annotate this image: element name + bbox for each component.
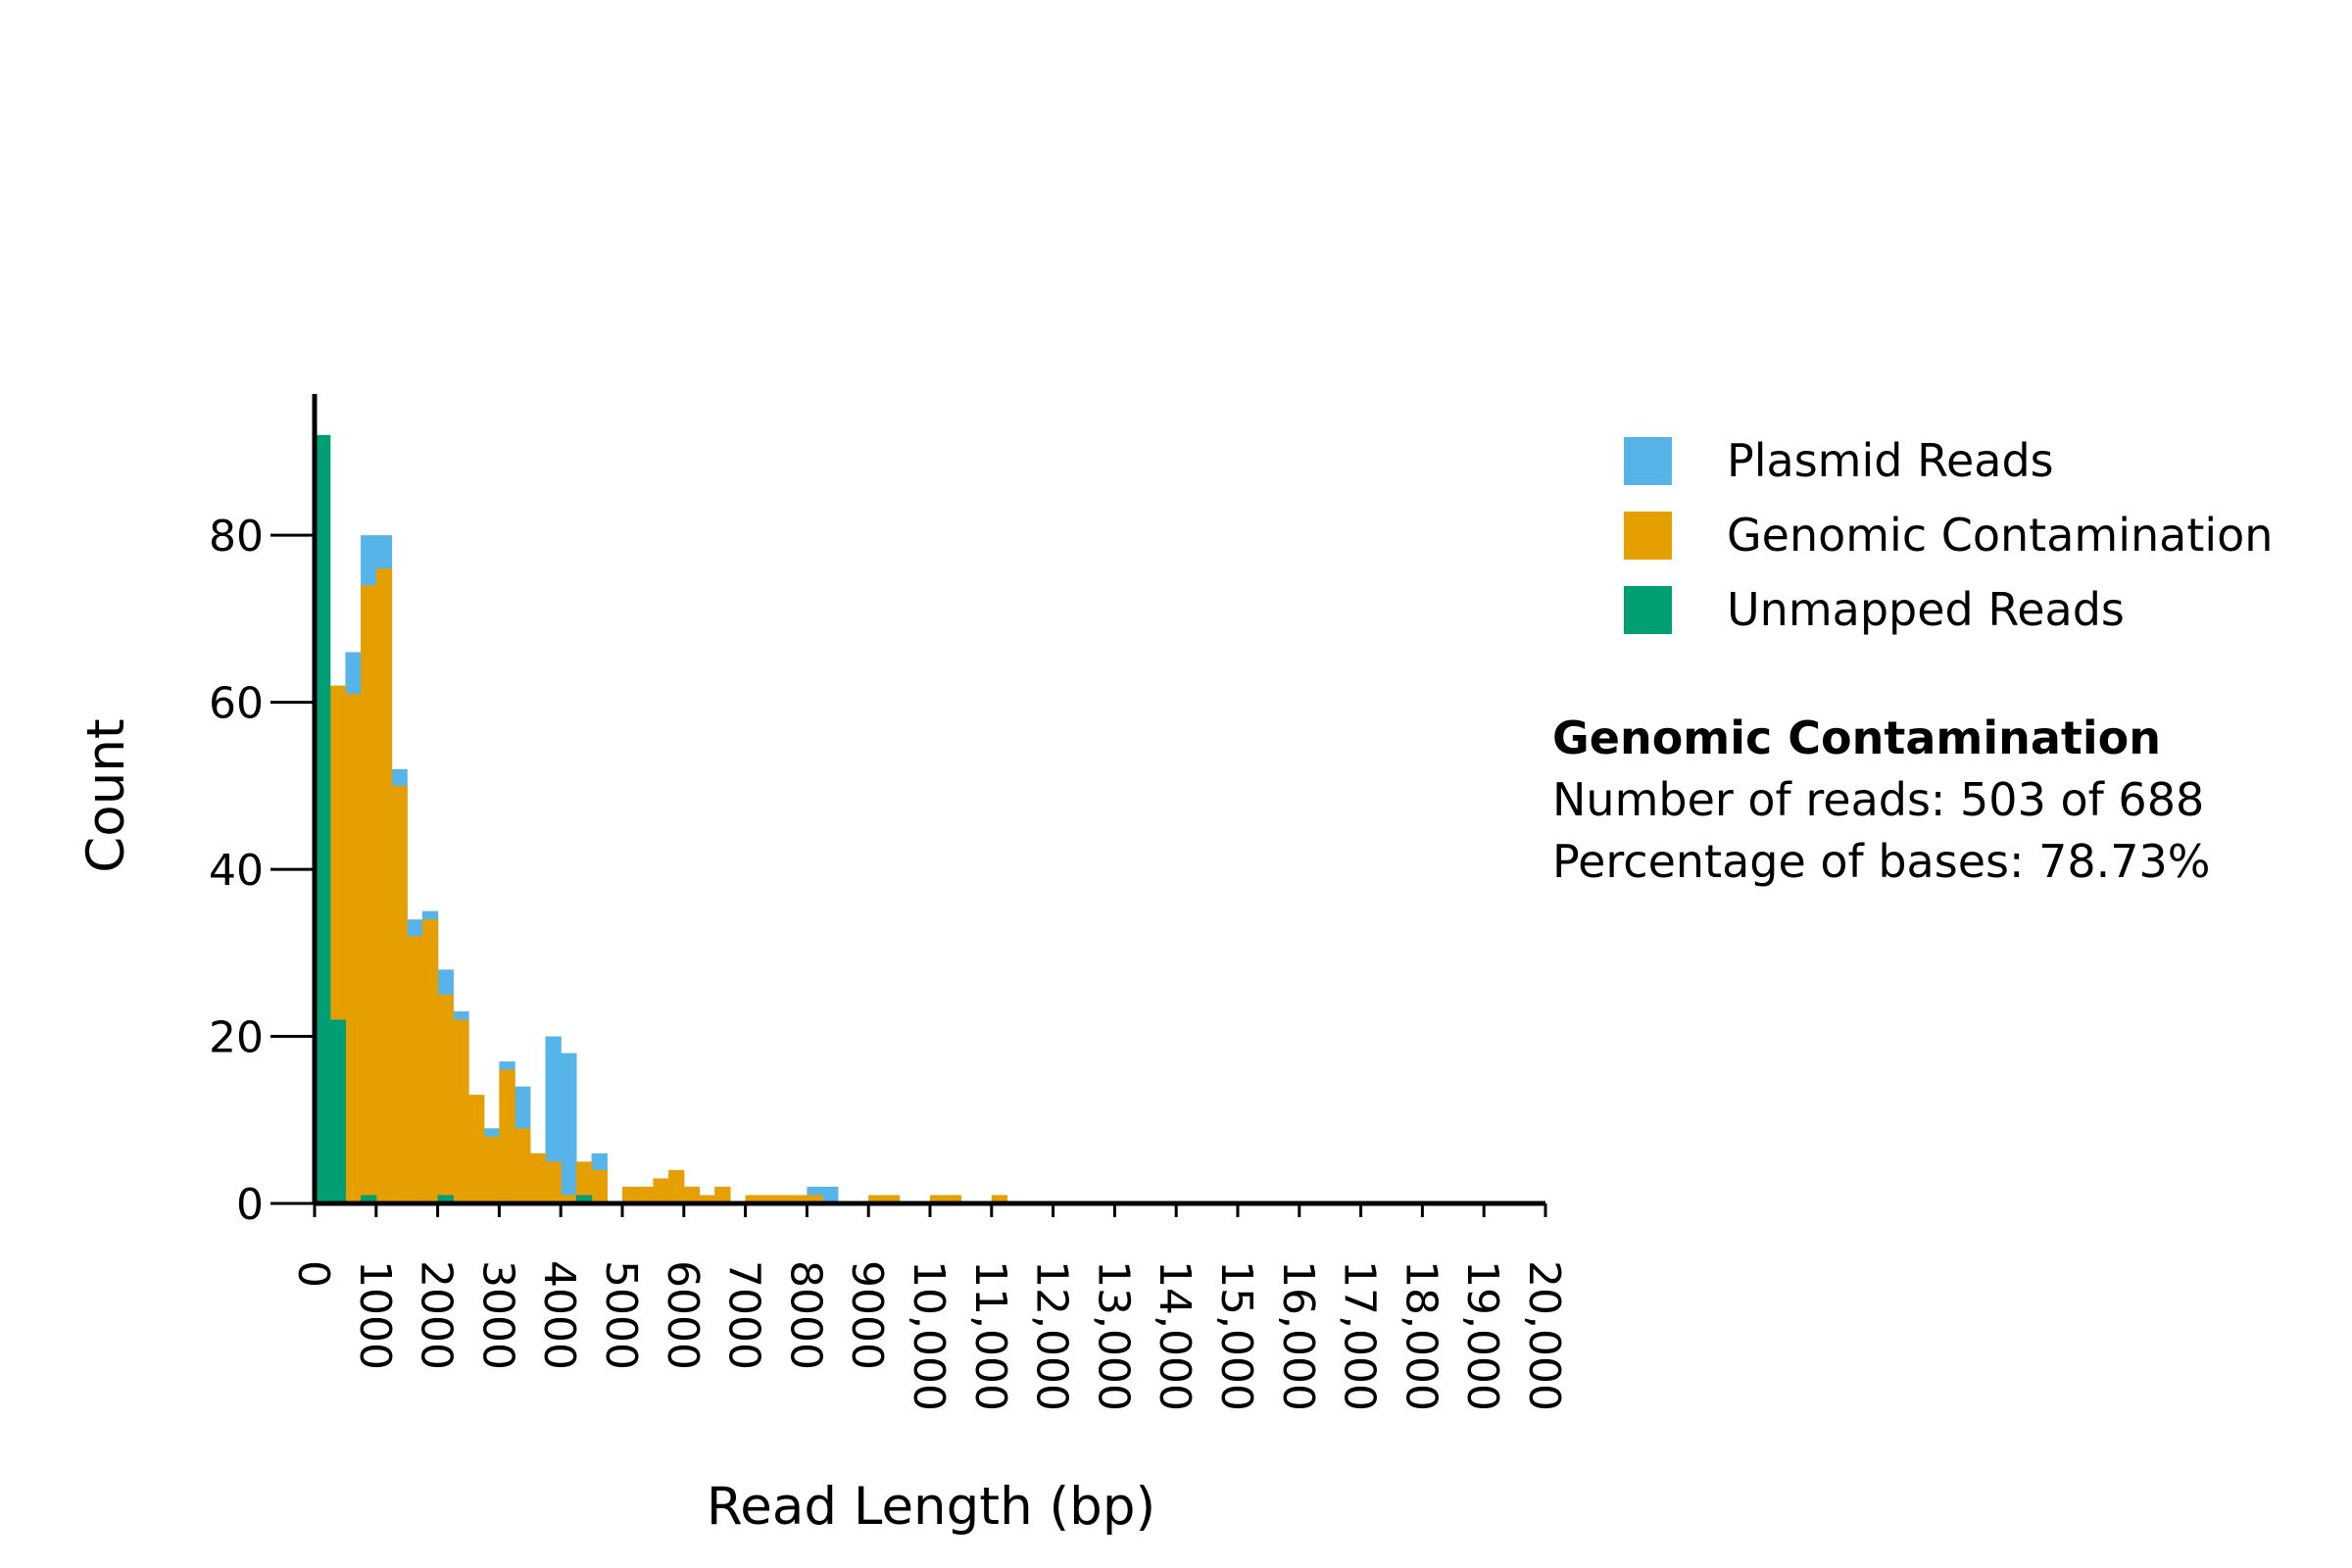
- bar-genomic-2000: [437, 994, 454, 1203]
- bar-genomic-6000: [683, 1186, 701, 1203]
- bar-plasmid-4000: [561, 1053, 577, 1203]
- bar-genomic-4500: [591, 1169, 608, 1203]
- x-tick-label-19,000: 19,000: [1457, 1260, 1507, 1411]
- bar-genomic-1750: [421, 919, 439, 1203]
- bar-plasmid-8250: [822, 1186, 839, 1203]
- bar-unmapped-250: [329, 1019, 346, 1203]
- x-axis-label: Read Length (bp): [707, 1477, 1155, 1537]
- bar-genomic-3500: [529, 1152, 547, 1203]
- bar-genomic-1250: [391, 785, 408, 1203]
- bar-unmapped-2000: [437, 1195, 454, 1203]
- bar-genomic-6250: [699, 1195, 715, 1203]
- bar-genomic-4000: [561, 1195, 577, 1203]
- bar-genomic-3000: [499, 1069, 515, 1203]
- bar-genomic-5750: [668, 1169, 685, 1203]
- bar-unmapped-750: [361, 1195, 377, 1203]
- bar-unmapped-0: [315, 434, 331, 1203]
- x-tick-label-16,000: 16,000: [1273, 1260, 1323, 1411]
- x-tick-label-8000: 8000: [780, 1260, 830, 1370]
- y-tick-label-40: 40: [209, 846, 264, 896]
- chart-legend: Plasmid Reads Genomic Contamination Unma…: [1624, 423, 2273, 647]
- x-tick-label-11,000: 11,000: [965, 1260, 1015, 1411]
- bar-genomic-7000: [745, 1195, 761, 1203]
- legend-item-genomic: Genomic Contamination: [1624, 498, 2273, 572]
- bar-genomic-750: [361, 585, 377, 1203]
- x-tick-label-4000: 4000: [534, 1260, 584, 1370]
- legend-label-plasmid: Plasmid Reads: [1727, 434, 2054, 487]
- bar-genomic-10000: [930, 1195, 947, 1203]
- x-tick-label-7000: 7000: [719, 1260, 769, 1370]
- bar-genomic-3750: [545, 1161, 562, 1203]
- stats-read-count: Number of reads: 503 of 688: [1552, 773, 2205, 826]
- bar-genomic-2500: [468, 1095, 485, 1203]
- x-tick-label-10,000: 10,000: [904, 1260, 954, 1411]
- x-tick-label-15,000: 15,000: [1211, 1260, 1261, 1411]
- bar-genomic-10250: [945, 1195, 961, 1203]
- legend-item-plasmid: Plasmid Reads: [1624, 423, 2273, 498]
- bar-genomic-9250: [883, 1195, 901, 1203]
- bar-genomic-5250: [637, 1186, 654, 1203]
- bar-genomic-1000: [375, 568, 393, 1203]
- legend-item-unmapped: Unmapped Reads: [1624, 572, 2273, 647]
- bar-genomic-9000: [868, 1195, 885, 1203]
- legend-swatch-plasmid: [1624, 436, 1672, 485]
- x-tick-label-1000: 1000: [350, 1260, 400, 1370]
- y-tick-label-0: 0: [236, 1180, 264, 1230]
- legend-swatch-genomic: [1624, 511, 1672, 560]
- stats-title: Genomic Contamination: [1552, 711, 2162, 764]
- bar-genomic-7500: [776, 1195, 793, 1203]
- x-tick-label-14,000: 14,000: [1150, 1260, 1200, 1411]
- bar-genomic-5500: [653, 1178, 669, 1203]
- y-tick-label-20: 20: [209, 1013, 264, 1063]
- y-tick-label-80: 80: [209, 512, 264, 562]
- legend-label-unmapped: Unmapped Reads: [1727, 583, 2125, 636]
- bar-genomic-500: [345, 694, 362, 1203]
- bar-genomic-2750: [483, 1136, 500, 1203]
- x-tick-label-12,000: 12,000: [1027, 1260, 1077, 1411]
- histogram-bars: [315, 434, 1008, 1203]
- bar-genomic-11000: [991, 1195, 1008, 1203]
- contamination-stats: Genomic Contamination Number of reads: 5…: [1552, 708, 2211, 893]
- x-tick-label-5000: 5000: [596, 1260, 646, 1370]
- bar-unmapped-4250: [575, 1195, 593, 1203]
- bar-genomic-2250: [453, 1019, 469, 1203]
- bar-genomic-7250: [760, 1195, 777, 1203]
- x-tick-label-2000: 2000: [412, 1260, 462, 1370]
- bar-genomic-4250: [575, 1161, 593, 1203]
- x-tick-label-20,000: 20,000: [1519, 1260, 1569, 1411]
- stats-base-percentage: Percentage of bases: 78.73%: [1552, 835, 2211, 888]
- x-tick-label-13,000: 13,000: [1088, 1260, 1138, 1411]
- legend-swatch-unmapped: [1624, 585, 1672, 634]
- y-tick-label-60: 60: [209, 679, 264, 729]
- bar-genomic-6500: [714, 1186, 731, 1203]
- bar-genomic-3250: [514, 1128, 531, 1203]
- x-tick-label-17,000: 17,000: [1335, 1260, 1385, 1411]
- bar-genomic-7750: [791, 1195, 808, 1203]
- bar-genomic-8000: [807, 1195, 823, 1203]
- x-tick-label-3000: 3000: [472, 1260, 522, 1370]
- chart-axes: 0 20 40 60 80 0 1000 2000 3000 4000 5000 6000 7000 80…: [209, 394, 1569, 1411]
- x-tick-label-6000: 6000: [658, 1260, 708, 1370]
- x-tick-label-18,000: 18,000: [1396, 1260, 1446, 1411]
- y-axis-label: Count: [76, 718, 136, 872]
- x-tick-label-9000: 9000: [842, 1260, 892, 1370]
- bar-genomic-1500: [407, 936, 423, 1203]
- bar-genomic-5000: [622, 1186, 639, 1203]
- legend-label-genomic: Genomic Contamination: [1727, 509, 2274, 562]
- x-tick-label-0: 0: [288, 1260, 338, 1288]
